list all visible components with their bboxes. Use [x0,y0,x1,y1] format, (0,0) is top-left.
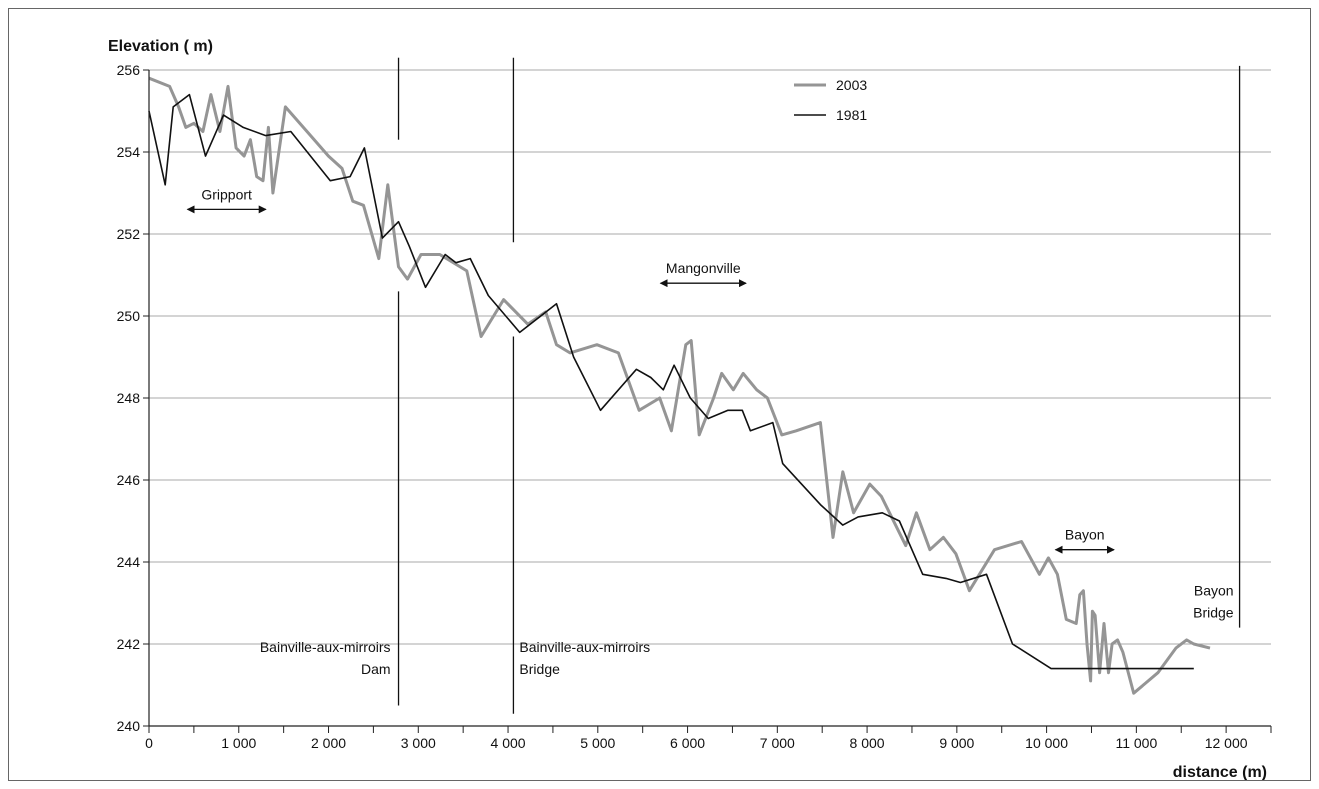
location-marker-label: Bridge [519,661,560,677]
x-tick-label: 5 000 [580,735,615,751]
x-tick-label: 1 000 [221,735,256,751]
x-tick-label: 3 000 [401,735,436,751]
legend: 2003 1981 [794,77,867,123]
legend-label: 2003 [836,77,867,93]
grid-layer [149,69,1271,645]
range-label: Mangonville [666,260,741,276]
range-label: Gripport [201,186,252,202]
annotation-layer: Gripport Mangonville Bayon [186,186,1115,554]
range-label: Bayon [1065,527,1105,543]
x-tick-label: 11 000 [1115,735,1157,751]
x-tick-label: 10 000 [1025,735,1068,751]
y-tick-label: 250 [117,308,141,324]
y-tick-label: 254 [117,144,141,160]
axis-layer: 240 242 244 246 248 250 252 254 256 0 1 000 2 000 3 … [117,62,1272,751]
y-tick-label: 256 [117,62,141,78]
x-tick-label: 9 000 [939,735,974,751]
x-tick-label: 4 000 [491,735,526,751]
y-tick-label: 246 [117,472,141,488]
series-layer [148,76,1211,695]
location-marker-label: Bayon [1194,582,1234,598]
chart-frame: Bainville-aux-mirroirs Dam Bainville-aux-m… [8,8,1311,781]
y-axis-title: Elevation ( m) [108,38,213,55]
x-tick-label: 8 000 [850,735,885,751]
elevation-profile-chart: Bainville-aux-mirroirs Dam Bainville-aux-m… [108,38,1272,780]
y-tick-label: 242 [117,636,141,652]
y-tick-label: 248 [117,390,141,406]
marker-layer: Bainville-aux-mirroirs Dam Bainville-aux-m… [260,57,1241,714]
y-tick-label: 240 [117,718,141,734]
x-tick-label: 0 [145,735,153,751]
x-axis-title: distance (m) [1173,764,1267,780]
x-tick-label: 7 000 [760,735,795,751]
location-marker-label: Bainville-aux-mirroirs [519,639,650,655]
location-marker-label: Bainville-aux-mirroirs [260,639,391,655]
y-tick-label: 244 [117,554,141,570]
x-tick-label: 12 000 [1205,735,1248,751]
x-tick-label: 2 000 [311,735,346,751]
y-tick-label: 252 [117,226,141,242]
series-line-1981 [148,93,1194,670]
location-marker-label: Bridge [1193,604,1234,620]
legend-label: 1981 [836,107,867,123]
x-tick-label: 6 000 [670,735,705,751]
location-marker-label: Dam [361,661,391,677]
series-line-2003 [148,76,1211,695]
